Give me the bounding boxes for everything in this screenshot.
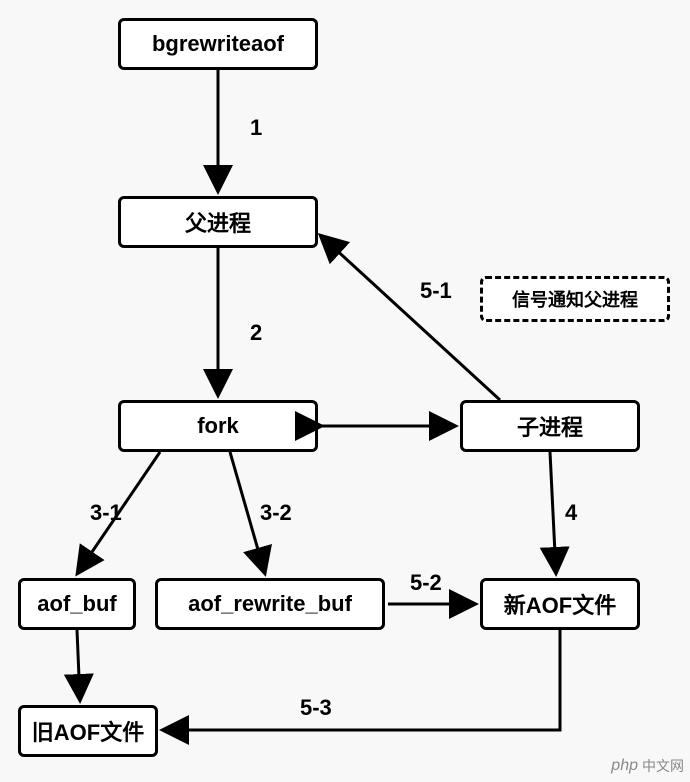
watermark-text: 中文网 <box>642 756 684 776</box>
node-label: 新AOF文件 <box>504 588 616 620</box>
edge-aofbuf-old <box>77 630 80 701</box>
node-fork: fork <box>118 400 318 452</box>
edge-5-3 <box>162 630 560 730</box>
edge-label-2: 2 <box>250 320 262 346</box>
node-label: bgrewriteaof <box>152 31 284 57</box>
node-old-aof: 旧AOF文件 <box>18 705 158 757</box>
edge-label-5-3: 5-3 <box>300 695 332 721</box>
node-label: aof_rewrite_buf <box>188 591 352 617</box>
edge-label-4: 4 <box>565 500 577 526</box>
node-aof-rewrite-buf: aof_rewrite_buf <box>155 578 385 630</box>
edges-svg <box>0 0 690 782</box>
watermark: php 中文网 <box>611 756 684 776</box>
node-signal-parent: 信号通知父进程 <box>480 276 670 322</box>
node-label: 旧AOF文件 <box>32 715 144 747</box>
node-parent-process: 父进程 <box>118 196 318 248</box>
edge-label-3-1: 3-1 <box>90 500 122 526</box>
edge-5-1 <box>320 235 500 400</box>
node-label: 父进程 <box>185 206 251 238</box>
node-label: 子进程 <box>517 410 583 442</box>
edge-label-1: 1 <box>250 115 262 141</box>
node-bgrewriteaof: bgrewriteaof <box>118 18 318 70</box>
edge-label-3-2: 3-2 <box>260 500 292 526</box>
watermark-php: php <box>611 757 638 775</box>
node-label: aof_buf <box>37 591 116 617</box>
edge-label-5-2: 5-2 <box>410 570 442 596</box>
node-aof-buf: aof_buf <box>18 578 136 630</box>
edge-label-5-1: 5-1 <box>420 278 452 304</box>
node-new-aof: 新AOF文件 <box>480 578 640 630</box>
node-label: 信号通知父进程 <box>512 286 638 312</box>
node-child-process: 子进程 <box>460 400 640 452</box>
edge-4 <box>550 452 556 574</box>
node-label: fork <box>197 413 239 439</box>
